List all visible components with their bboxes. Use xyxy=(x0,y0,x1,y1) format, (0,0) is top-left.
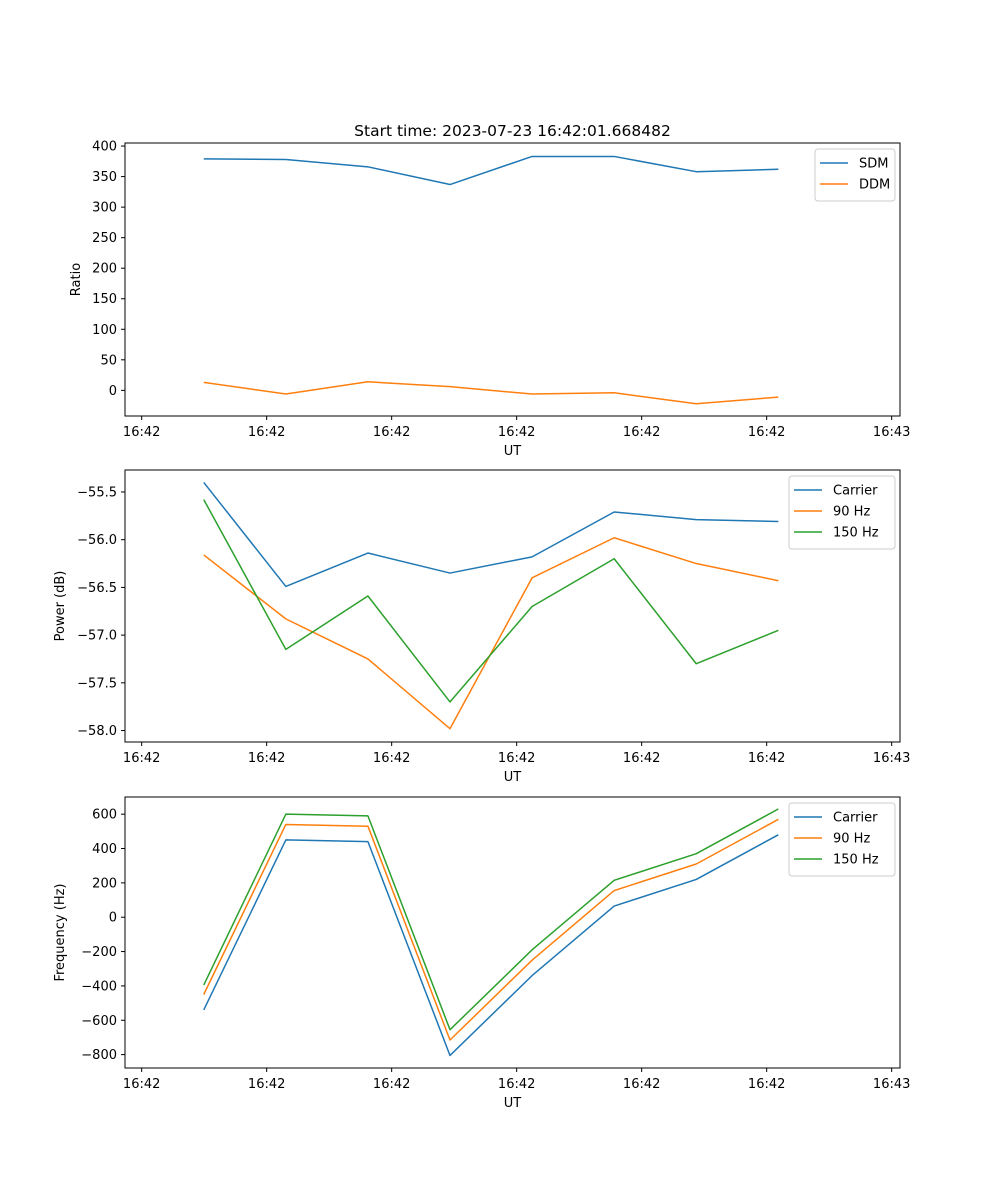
y-tick-label: 0 xyxy=(109,911,117,926)
y-tick-label: 400 xyxy=(92,140,117,155)
x-tick-label: 16:42 xyxy=(498,425,535,440)
y-tick-label: 200 xyxy=(92,262,117,277)
series-line-ddm xyxy=(203,381,779,405)
x-tick-label: 16:42 xyxy=(623,1077,660,1092)
legend-entry: 150 Hz xyxy=(833,853,879,868)
subplot-1: Start time: 2023-07-23 16:42:01.668482 16… xyxy=(69,122,910,459)
y-tick-label: 400 xyxy=(92,842,117,857)
legend-entry: Carrier xyxy=(833,484,878,499)
x-tick-label: 16:42 xyxy=(373,751,410,766)
x-tick-label: 16:42 xyxy=(748,1077,785,1092)
x-tick-label: 16:42 xyxy=(498,1077,535,1092)
y-tick-label: 100 xyxy=(92,323,117,338)
series-line-150-hz xyxy=(203,808,779,1031)
x-axis-label: UT xyxy=(504,444,522,459)
x-tick-label: 16:42 xyxy=(373,1077,410,1092)
subplot-3: 16:42 16:42 16:42 16:42 16:42 16:42 16:43 −800 −… xyxy=(53,796,910,1111)
legend-entry: Carrier xyxy=(833,811,878,826)
x-tick-label: 16:43 xyxy=(873,425,910,440)
x-tick-label: 16:42 xyxy=(623,751,660,766)
y-tick-label: −600 xyxy=(81,1014,117,1029)
y-tick-label: −56.5 xyxy=(77,581,117,596)
series-line-150-hz xyxy=(203,499,779,703)
y-axis-label: Power (dB) xyxy=(53,571,68,642)
legend-entry: 90 Hz xyxy=(833,505,870,520)
y-tick-label: −800 xyxy=(81,1048,117,1063)
x-tick-label: 16:42 xyxy=(248,751,285,766)
y-tick-label: 50 xyxy=(100,353,117,368)
legend-box xyxy=(788,475,896,550)
x-tick-label: 16:42 xyxy=(748,751,785,766)
x-tick-label: 16:42 xyxy=(123,425,160,440)
legend: Carrier 90 Hz 150 Hz xyxy=(788,802,896,877)
x-tick-label: 16:42 xyxy=(373,425,410,440)
axes-frame xyxy=(124,796,901,1069)
axes-frame xyxy=(124,142,901,417)
legend-entry: SDM xyxy=(859,157,888,172)
y-axis-label: Frequency (Hz) xyxy=(53,883,68,981)
x-tick-label: 16:42 xyxy=(748,425,785,440)
x-axis-label: UT xyxy=(504,1096,522,1111)
y-tick-label: 300 xyxy=(92,201,117,216)
y-tick-label: 150 xyxy=(92,292,117,307)
y-tick-label: −56.0 xyxy=(77,533,117,548)
subplot-2: 16:42 16:42 16:42 16:42 16:42 16:42 16:43 −58.0… xyxy=(53,469,910,785)
chart-title: Start time: 2023-07-23 16:42:01.668482 xyxy=(354,122,671,140)
series-line-sdm xyxy=(203,155,779,186)
y-tick-label: −200 xyxy=(81,945,117,960)
series-line-carrier xyxy=(203,834,779,1057)
x-axis-label: UT xyxy=(504,770,522,785)
y-tick-label: −55.5 xyxy=(77,485,117,500)
x-tick-label: 16:43 xyxy=(873,751,910,766)
y-tick-label: −57.0 xyxy=(77,629,117,644)
legend-entry: DDM xyxy=(859,178,890,193)
legend: Carrier 90 Hz 150 Hz xyxy=(788,475,896,550)
x-tick-label: 16:42 xyxy=(123,1077,160,1092)
x-tick-label: 16:42 xyxy=(248,425,285,440)
legend-box xyxy=(788,802,896,877)
y-tick-label: 600 xyxy=(92,808,117,823)
y-axis-label: Ratio xyxy=(69,263,84,296)
legend-entry: 90 Hz xyxy=(833,832,870,847)
series-line-carrier xyxy=(203,481,779,588)
y-tick-label: 250 xyxy=(92,231,117,246)
y-tick-label: −400 xyxy=(81,979,117,994)
legend: SDM DDM xyxy=(814,148,896,202)
legend-entry: 150 Hz xyxy=(833,526,879,541)
x-tick-label: 16:42 xyxy=(623,425,660,440)
axes-frame xyxy=(124,469,901,743)
x-tick-label: 16:42 xyxy=(123,751,160,766)
x-tick-label: 16:42 xyxy=(498,751,535,766)
legend-box xyxy=(814,148,896,202)
series-line-90-hz xyxy=(203,537,779,730)
x-tick-label: 16:43 xyxy=(873,1077,910,1092)
x-tick-label: 16:42 xyxy=(248,1077,285,1092)
y-tick-label: −58.0 xyxy=(77,724,117,739)
y-tick-label: 0 xyxy=(109,384,117,399)
y-tick-label: −57.5 xyxy=(77,676,117,691)
y-tick-label: 350 xyxy=(92,170,117,185)
y-tick-label: 200 xyxy=(92,876,117,891)
series-line-90-hz xyxy=(203,818,779,1041)
